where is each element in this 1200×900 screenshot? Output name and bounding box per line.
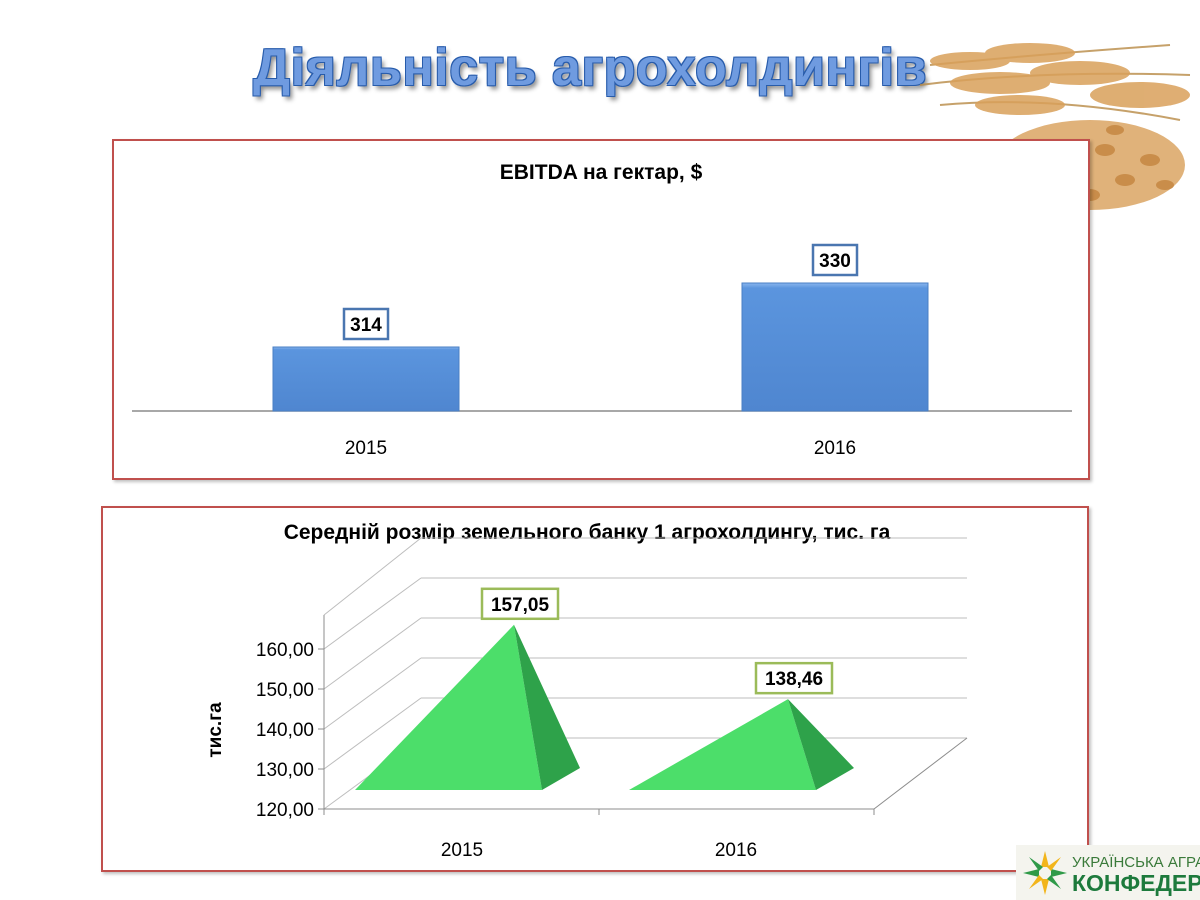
logo-line2: КОНФЕДЕРАЦ <box>1072 870 1200 896</box>
landbank-data-label: 157,05 <box>491 595 550 616</box>
landbank-y-tick: 130,00 <box>256 760 314 781</box>
landbank-depth-line-top <box>323 537 422 616</box>
landbank-floor-edge <box>873 737 968 810</box>
ebitda-data-label-box <box>342 307 390 341</box>
ebitda-x-tick: 2015 <box>345 438 387 459</box>
ebitda-data-label: 314 <box>350 315 382 336</box>
landbank-pyramid-side <box>514 624 580 790</box>
landbank-depth-line <box>323 657 422 730</box>
ebitda-bar-2015 <box>272 346 460 412</box>
landbank-depth-line <box>323 577 422 650</box>
ebitda-chart-title: EBITDA на гектар, $ <box>500 161 703 184</box>
slide-title: Діяльність агрохолдингів <box>253 39 927 97</box>
landbank-pyramid-2016 <box>629 699 816 790</box>
landbank-data-label-box <box>480 587 560 621</box>
landbank-chart-title: Середній розмір земельного банку 1 агрох… <box>284 521 891 544</box>
ebitda-chart-panel: EBITDA на гектар, $ 314 2015 330 2016 <box>112 139 1090 480</box>
ebitda-x-tick: 2016 <box>814 438 856 459</box>
landbank-y-tick: 150,00 <box>256 680 314 701</box>
landbank-y-axis-label: тис.га <box>205 702 226 758</box>
landbank-x-tick: 2016 <box>715 840 757 861</box>
landbank-chart: Середній розмір земельного банку 1 агрох… <box>205 521 968 861</box>
ebitda-chart: EBITDA на гектар, $ 314 2015 330 2016 <box>132 161 1072 459</box>
logo-emblem-icon <box>1023 851 1067 895</box>
landbank-y-tick: 120,00 <box>256 800 314 821</box>
landbank-pyramid-2015 <box>355 624 542 790</box>
ebitda-bar-2016 <box>741 282 929 412</box>
landbank-y-tick: 160,00 <box>256 640 314 661</box>
ebitda-data-label-box <box>811 243 859 277</box>
landbank-chart-panel: Середній розмір земельного банку 1 агрох… <box>101 506 1089 872</box>
landbank-data-label-box <box>754 661 834 695</box>
ebitda-data-label: 330 <box>819 251 851 272</box>
landbank-x-tick: 2015 <box>441 840 483 861</box>
landbank-depth-line <box>323 697 422 770</box>
logo-line1: УКРАЇНСЬКА АГРАР <box>1072 854 1200 871</box>
landbank-depth-line <box>323 617 422 690</box>
landbank-y-tick: 140,00 <box>256 720 314 741</box>
confederation-logo: УКРАЇНСЬКА АГРАР КОНФЕДЕРАЦ <box>1016 845 1200 900</box>
landbank-pyramid-side <box>788 699 854 790</box>
landbank-data-label: 138,46 <box>765 669 823 690</box>
